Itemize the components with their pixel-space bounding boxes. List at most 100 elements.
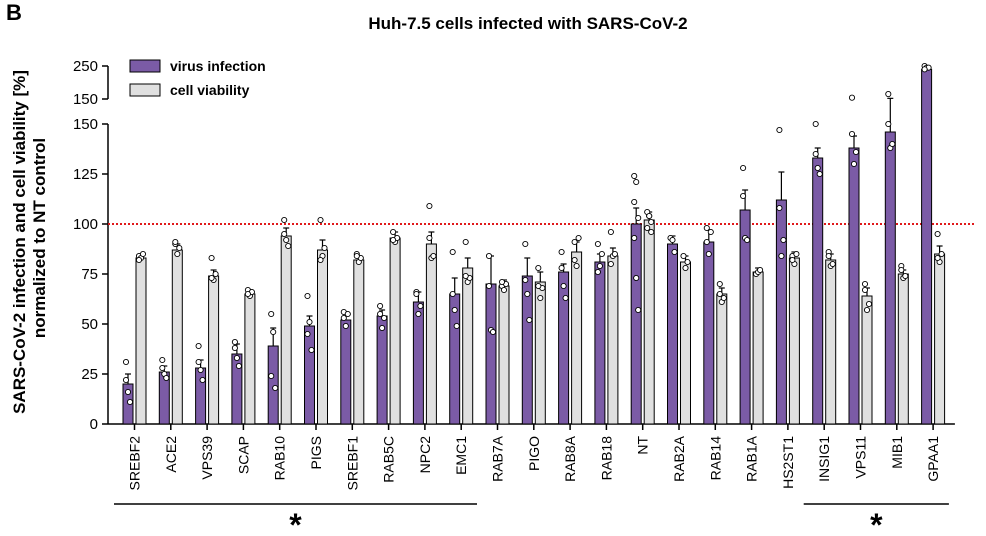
virus-infection-point (233, 354, 240, 362)
cell-viability-point (208, 274, 215, 282)
cell-viability-bar (788, 257, 800, 425)
cell-viability-point (535, 282, 542, 290)
cell-viability-point (934, 230, 941, 238)
virus-infection-point (306, 318, 313, 326)
x-tick-label: RAB8A (562, 435, 578, 482)
cell-viability-bar (280, 235, 292, 425)
virus-infection-point (199, 376, 206, 384)
cell-viability-point (317, 216, 324, 224)
cell-viability-point (571, 256, 578, 264)
virus-infection-point (558, 248, 565, 256)
x-tick-label: VPS39 (199, 436, 215, 480)
virus-infection-point (163, 374, 170, 382)
virus-infection-point (562, 294, 569, 302)
cell-viability-bar (208, 275, 220, 425)
virus-infection-point (342, 322, 349, 330)
cell-viability-point (575, 234, 582, 242)
virus-infection-bar (848, 147, 860, 425)
virus-infection-point (197, 366, 204, 374)
cell-viability-bar (317, 249, 328, 425)
x-tick-label: RAB5C (381, 436, 397, 483)
cell-viability-bar (643, 219, 655, 425)
virus-infection-point (703, 224, 710, 232)
virus-infection-point (740, 164, 747, 172)
cell-viability-bar (934, 253, 946, 425)
virus-infection-point (195, 358, 202, 366)
virus-infection-point (126, 398, 134, 406)
cell-viability-point (825, 252, 832, 260)
cell-viability-point (212, 270, 219, 278)
panel-label: B (6, 0, 22, 25)
virus-infection-point (231, 344, 238, 352)
cell-viability-point (462, 238, 469, 246)
virus-infection-point (852, 148, 860, 156)
virus-infection-point (489, 328, 497, 336)
x-tick-label: MIB1 (889, 436, 905, 469)
cell-viability-bar (462, 267, 474, 425)
virus-infection-point (159, 364, 166, 372)
virus-infection-point (449, 290, 456, 298)
virus-infection-point (633, 178, 640, 186)
cell-viability-point (176, 244, 183, 252)
virus-infection-point (122, 358, 130, 366)
cell-viability-point (865, 300, 873, 308)
cell-viability-point (283, 236, 290, 244)
significance-marker: * (289, 507, 302, 536)
virus-infection-point (812, 120, 819, 128)
virus-infection-point (889, 140, 896, 148)
cell-viability-point (208, 254, 215, 262)
virus-infection-bar (304, 325, 315, 425)
virus-infection-bar (195, 367, 207, 425)
virus-infection-point (594, 268, 601, 276)
virus-infection-point (522, 276, 529, 284)
virus-infection-point (449, 248, 456, 256)
cell-viability-point (135, 256, 143, 264)
cell-viability-bar (171, 249, 183, 425)
virus-infection-point (522, 240, 529, 248)
virus-infection-point (122, 376, 130, 384)
virus-infection-point (344, 310, 351, 318)
x-tick-label: RAB1A (744, 435, 760, 482)
cell-viability-point (861, 280, 869, 288)
x-tick-label: NPC2 (417, 436, 433, 474)
virus-infection-bar (630, 223, 642, 425)
virus-infection-point (377, 310, 384, 318)
virus-infection-bar (412, 301, 424, 425)
virus-infection-point (705, 250, 712, 258)
cell-viability-point (317, 256, 324, 264)
virus-infection-point (885, 120, 892, 128)
virus-infection-point (848, 94, 856, 101)
y-tick-label: 100 (73, 216, 98, 233)
virus-infection-point (778, 252, 785, 260)
y-tick-label-upper: 150 (73, 91, 98, 108)
cell-viability-point (863, 306, 871, 314)
virus-infection-point (415, 310, 422, 318)
virus-infection-bar (703, 241, 715, 425)
cell-viability-point (684, 258, 691, 266)
x-tick-label: RAB18 (598, 436, 614, 481)
virus-infection-point (159, 356, 166, 364)
cell-viability-point (902, 272, 909, 280)
cell-viability-point (537, 294, 544, 302)
virus-infection-point (272, 384, 279, 392)
cell-viability-point (611, 250, 618, 258)
cell-viability-point (648, 218, 655, 226)
x-tick-label: RAB14 (707, 436, 723, 481)
virus-infection-point (812, 150, 819, 158)
virus-infection-point (451, 306, 458, 314)
cell-viability-bar (389, 237, 401, 425)
virus-infection-point (558, 264, 565, 272)
y-tick-label: 25 (81, 366, 98, 383)
virus-infection-point (776, 126, 783, 134)
virus-infection-point (304, 330, 311, 338)
cell-viability-point (174, 250, 181, 258)
y-tick-label: 150 (73, 116, 98, 133)
cell-viability-point (757, 266, 764, 274)
virus-infection-bar (485, 283, 497, 425)
virus-infection-point (631, 172, 638, 180)
x-tick-label: SCAP (235, 436, 251, 474)
virus-infection-bar (594, 261, 606, 425)
cell-viability-bar (244, 293, 256, 425)
cell-viability-point (789, 256, 796, 264)
cell-viability-bar (534, 281, 546, 425)
